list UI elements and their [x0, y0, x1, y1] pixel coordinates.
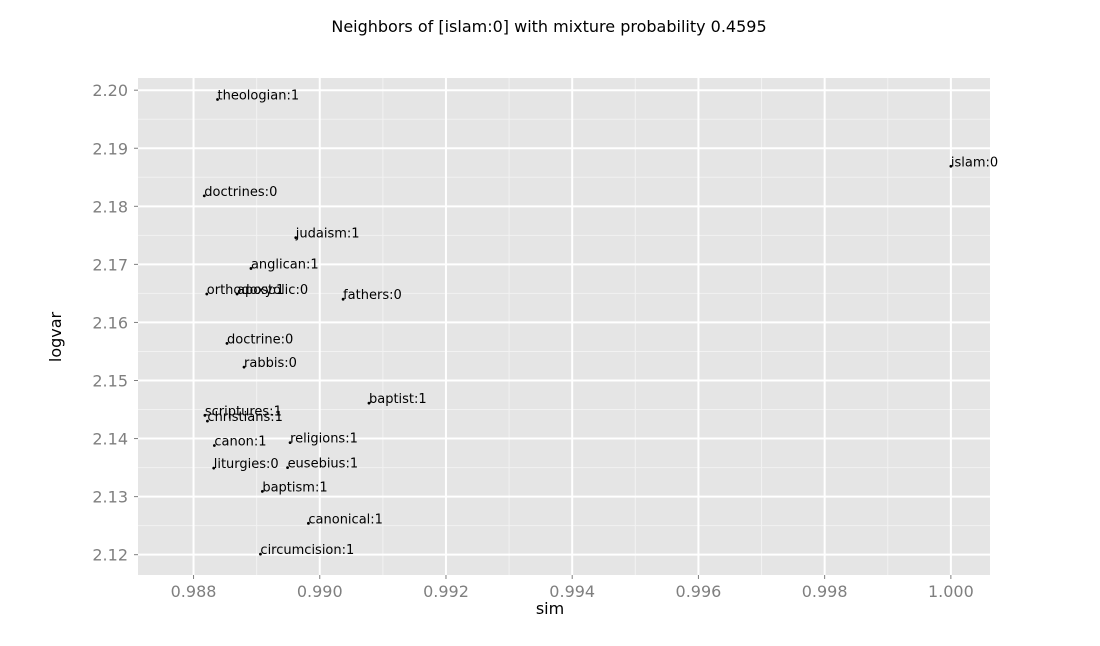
- data-point: [294, 236, 298, 240]
- data-point: [202, 194, 206, 198]
- data-point: [225, 341, 229, 345]
- major-gridlines: [138, 78, 990, 575]
- point-label: scriptures:1: [205, 404, 282, 419]
- data-point: [212, 466, 216, 470]
- x-tick-label: 0.998: [802, 582, 848, 601]
- y-tick-label: 2.14: [92, 430, 128, 449]
- y-axis: 2.12 2.13 2.14 2.15 2.16 2.17 2.18 2.19 2.20: [92, 81, 138, 565]
- minor-gridlines: [138, 78, 990, 575]
- data-points: theologian:1 islam:0 doctrines:0 judaism:1 a…: [202, 88, 998, 558]
- data-point: [341, 297, 345, 301]
- point-label: rabbis:0: [244, 356, 297, 371]
- data-point: [205, 292, 209, 296]
- point-label: eusebius:1: [288, 457, 359, 472]
- data-point: [235, 292, 239, 296]
- point-label: circumcision:1: [260, 543, 354, 558]
- x-axis-title: sim: [536, 599, 564, 618]
- x-tick-label: 0.990: [297, 582, 343, 601]
- point-label: baptist:1: [369, 392, 427, 407]
- plot-panel: [138, 78, 990, 575]
- x-tick-label: 0.992: [423, 582, 469, 601]
- x-axis: 0.988 0.990 0.992 0.994 0.996 0.998 1.000: [171, 575, 974, 601]
- point-label: doctrines:0: [204, 185, 277, 200]
- data-point: [203, 413, 207, 417]
- y-tick-label: 2.17: [92, 255, 128, 274]
- point-label: doctrine:0: [227, 332, 293, 347]
- y-tick-label: 2.18: [92, 197, 128, 216]
- point-label: islam:0: [951, 155, 998, 170]
- point-label: orthodoxy:1: [207, 283, 285, 298]
- data-point: [949, 164, 953, 168]
- data-point: [367, 401, 371, 405]
- point-label: canonical:1: [308, 512, 383, 527]
- chart-title: Neighbors of [islam:0] with mixture prob…: [331, 17, 766, 36]
- point-label: liturgies:0: [214, 457, 279, 472]
- y-tick-label: 2.13: [92, 488, 128, 507]
- y-tick-label: 2.12: [92, 546, 128, 565]
- point-label: theologian:1: [218, 88, 300, 103]
- data-point: [249, 267, 253, 270]
- data-point: [242, 365, 246, 369]
- x-tick-label: 0.994: [549, 582, 595, 601]
- point-label: anglican:1: [251, 257, 319, 272]
- point-label: canon:1: [214, 435, 266, 450]
- x-tick-label: 0.988: [171, 582, 217, 601]
- data-point: [286, 466, 289, 469]
- data-point: [307, 521, 310, 525]
- data-point: [260, 489, 264, 493]
- point-label: christians:1: [207, 410, 282, 425]
- y-axis-title: logvar: [46, 311, 65, 362]
- point-label: religions:1: [290, 432, 358, 447]
- data-point: [216, 98, 219, 101]
- x-tick-label: 0.996: [676, 582, 722, 601]
- y-tick-label: 2.20: [92, 81, 128, 100]
- point-label: judaism:1: [295, 227, 360, 242]
- data-point: [212, 444, 216, 447]
- y-tick-label: 2.19: [92, 139, 128, 158]
- data-point: [259, 552, 262, 556]
- point-label: fathers:0: [343, 288, 402, 303]
- y-tick-label: 2.15: [92, 371, 128, 390]
- point-label: baptism:1: [262, 480, 327, 495]
- x-tick-label: 1.000: [928, 582, 974, 601]
- data-point: [206, 419, 209, 423]
- data-point: [288, 441, 292, 445]
- y-tick-label: 2.16: [92, 313, 128, 332]
- point-label: apostolic:0: [237, 283, 308, 298]
